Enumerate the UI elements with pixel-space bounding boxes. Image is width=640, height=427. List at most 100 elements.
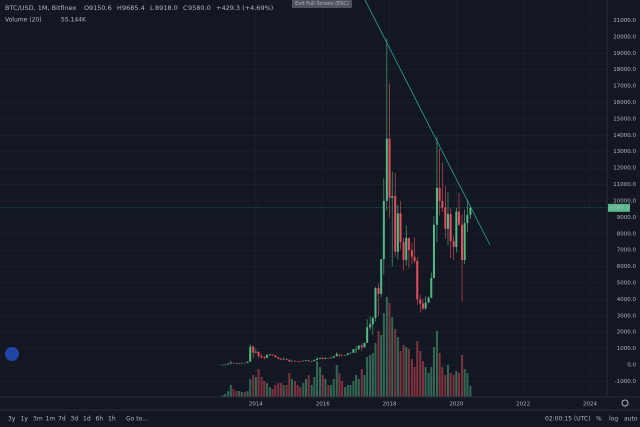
- candle-body: [435, 187, 438, 225]
- range-button[interactable]: 3d: [71, 416, 79, 423]
- volume-bar: [427, 373, 430, 397]
- candle-body: [366, 327, 369, 343]
- volume-bar: [360, 369, 363, 397]
- volume-bar: [452, 375, 455, 397]
- candle-body: [310, 361, 313, 362]
- volume-bars: [221, 297, 472, 397]
- volume-bar: [374, 343, 377, 397]
- range-button[interactable]: 1d: [83, 416, 91, 423]
- volume-bar: [455, 371, 458, 397]
- volume-bar: [449, 373, 452, 397]
- volume-bar: [321, 375, 324, 397]
- range-button[interactable]: 1y: [21, 416, 29, 423]
- volume-bar: [394, 329, 397, 397]
- candles: [221, 38, 472, 366]
- candle-body: [290, 360, 293, 362]
- candle-body: [243, 362, 246, 364]
- volume-bar: [441, 367, 444, 397]
- last-price-label: 9580.0: [610, 205, 630, 211]
- candle-body: [229, 362, 232, 364]
- y-tick-label: 17000.0: [613, 84, 636, 90]
- volume-bar: [327, 385, 330, 397]
- candle-body: [360, 345, 363, 348]
- volume-bar: [344, 387, 347, 397]
- ohlc-legend: O 9150.6 H 9685.4 L 8918.0 C 9580.0 +429.3 (+4.6…: [84, 4, 273, 12]
- volume-bar: [260, 377, 263, 397]
- x-tick-label: 2022: [516, 402, 530, 408]
- candle-body: [265, 354, 268, 358]
- candle-body: [421, 303, 424, 309]
- last-price-tag: [608, 203, 630, 212]
- symbol-title: BTC/USD, 1M, Bitfinex: [5, 4, 77, 12]
- candle-body: [346, 353, 349, 356]
- settings-icon[interactable]: [621, 399, 629, 407]
- candle-body: [438, 187, 441, 201]
- candle-body: [461, 224, 464, 261]
- y-tick-label: 21000.0: [613, 18, 636, 24]
- volume-bar: [419, 351, 422, 397]
- y-tick-label: 12000.0: [613, 166, 636, 172]
- range-button[interactable]: 3y: [8, 416, 16, 423]
- candle-body: [416, 260, 419, 300]
- y-tick-label: 9000.0: [617, 215, 637, 221]
- ohlc-value: 9685.4: [122, 4, 145, 12]
- volume-bar: [305, 379, 308, 397]
- volume-bar: [438, 353, 441, 397]
- volume-bar: [332, 379, 335, 397]
- volume-bar: [249, 379, 252, 397]
- candle-body: [352, 349, 355, 353]
- volume-bar: [346, 385, 349, 397]
- tooltip: Exit Full Screen (ESC): [295, 1, 349, 7]
- volume-bar: [274, 385, 277, 397]
- x-tick-label: 2020: [449, 402, 463, 408]
- volume-bar: [268, 387, 271, 397]
- candle-body: [349, 352, 352, 354]
- logo-button[interactable]: [5, 347, 19, 361]
- volume-bar: [282, 385, 285, 397]
- volume-value: 55.144K: [61, 17, 87, 24]
- volume-bar: [330, 385, 333, 397]
- volume-bar: [432, 347, 435, 397]
- candle-body: [271, 354, 274, 356]
- candle-body: [296, 361, 299, 362]
- volume-bar: [302, 383, 305, 397]
- volume-bar: [388, 303, 391, 397]
- candle-body: [357, 345, 360, 350]
- candle-body: [419, 299, 422, 304]
- goto-button[interactable]: Go to...: [126, 416, 148, 423]
- range-button[interactable]: 1m: [46, 416, 56, 423]
- candle-body: [355, 349, 358, 350]
- candle-body: [446, 214, 449, 229]
- candle-body: [427, 297, 430, 303]
- candle-body: [252, 346, 255, 353]
- auto-button[interactable]: auto: [624, 416, 638, 423]
- volume-bar: [352, 381, 355, 397]
- candle-body: [363, 342, 366, 348]
- range-button[interactable]: 7d: [58, 416, 66, 423]
- volume-bar: [446, 365, 449, 397]
- candle-body: [385, 138, 388, 201]
- candle-body: [430, 278, 433, 298]
- candle-body: [305, 360, 308, 361]
- range-button[interactable]: 1h: [108, 416, 116, 423]
- candle-body: [452, 241, 455, 247]
- y-tick-label: 3000.0: [617, 313, 637, 319]
- candle-body: [469, 207, 472, 215]
- candle-body: [324, 357, 327, 359]
- grid: [0, 0, 607, 397]
- log-button[interactable]: log: [609, 416, 618, 423]
- volume-bar: [410, 359, 413, 397]
- candle-body: [260, 355, 263, 358]
- volume-bar: [316, 361, 319, 397]
- y-tick-label: 1000.0: [617, 346, 637, 352]
- toolbar: 3y 1y 3m 1m 7d 3d 1d 6h 1h Go to... 02:00:15 (UTC)…: [8, 416, 638, 423]
- volume-bar: [240, 392, 243, 397]
- candle-body: [319, 357, 322, 359]
- y-tick-label: 11000.0: [613, 182, 636, 188]
- clock: 02:00:15 (UTC): [545, 416, 590, 423]
- range-button[interactable]: 3m: [33, 416, 43, 423]
- range-button[interactable]: 6h: [96, 416, 104, 423]
- percent-button[interactable]: %: [596, 416, 602, 423]
- y-tick-label: 0.0: [627, 363, 636, 369]
